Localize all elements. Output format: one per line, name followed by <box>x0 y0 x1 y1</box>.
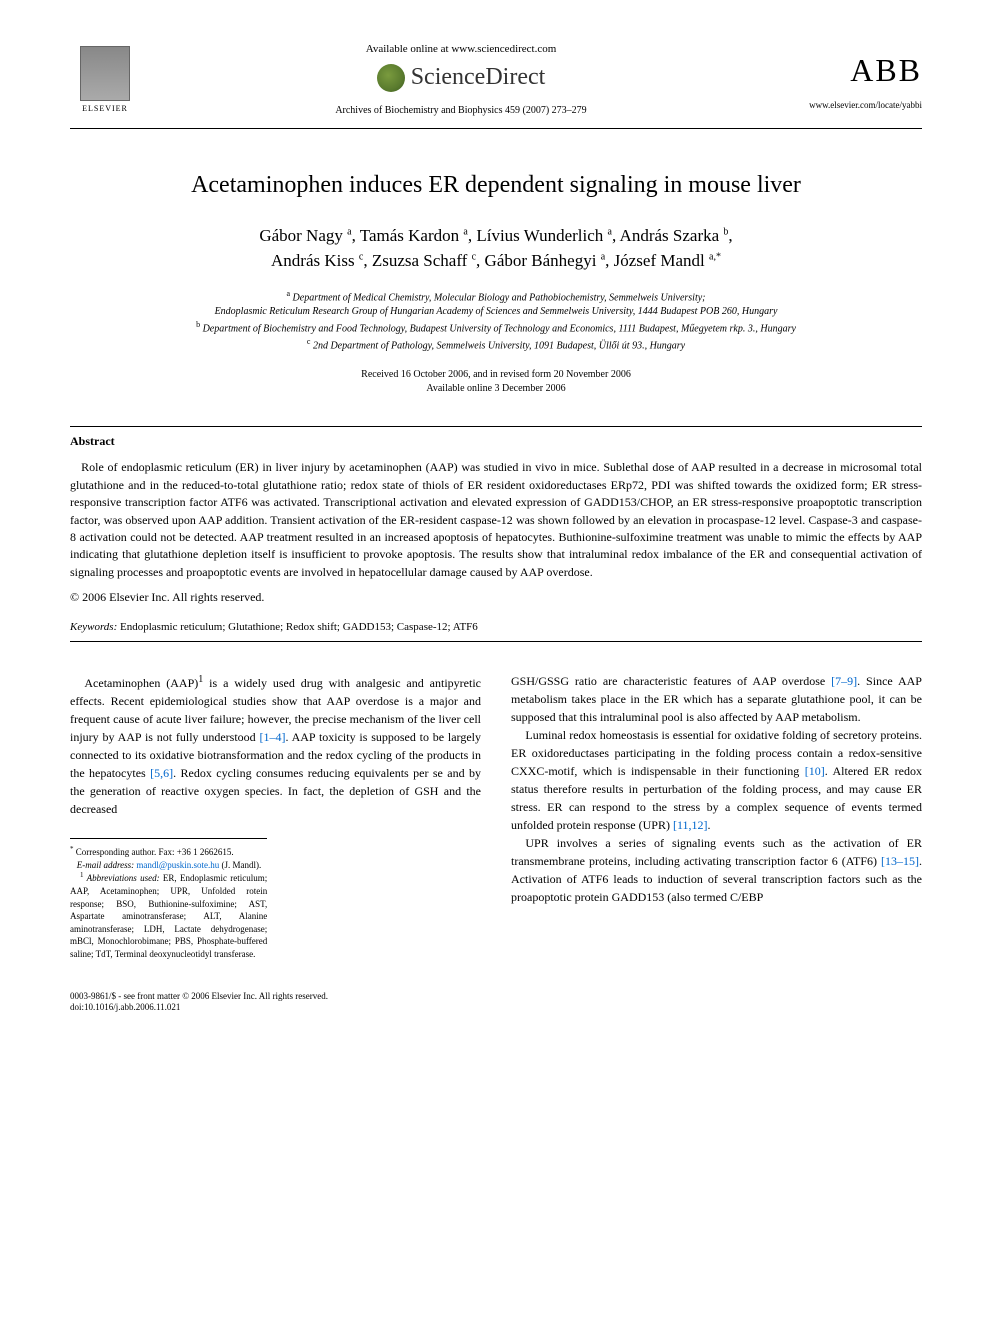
email-footnote: E-mail address: mandl@puskin.sote.hu (J.… <box>70 859 267 872</box>
sciencedirect-text: ScienceDirect <box>411 61 546 95</box>
footnotes: * Corresponding author. Fax: +36 1 26626… <box>70 838 267 960</box>
column-left: Acetaminophen (AAP)1 is a widely used dr… <box>70 672 481 960</box>
keywords-text: Endoplasmic reticulum; Glutathione; Redo… <box>120 621 478 633</box>
available-date: Available online 3 December 2006 <box>426 383 565 394</box>
abstract-body: Role of endoplasmic reticulum (ER) in li… <box>70 459 922 581</box>
elsevier-tree-icon <box>80 46 130 101</box>
copyright: © 2006 Elsevier Inc. All rights reserved… <box>70 589 922 606</box>
elsevier-logo: ELSEVIER <box>70 40 140 120</box>
citation-link[interactable]: [11,12] <box>673 818 708 832</box>
citation-link[interactable]: [5,6] <box>150 766 173 780</box>
journal-reference: Archives of Biochemistry and Biophysics … <box>140 104 782 118</box>
email-link[interactable]: mandl@puskin.sote.hu <box>136 860 219 870</box>
abstract-top-rule <box>70 426 922 427</box>
article-title: Acetaminophen induces ER dependent signa… <box>70 169 922 203</box>
article-dates: Received 16 October 2006, and in revised… <box>70 368 922 396</box>
abb-logo: ABB <box>782 48 922 93</box>
abbreviations-footnote: 1 Abbreviations used: ER, Endoplasmic re… <box>70 871 267 960</box>
sciencedirect-swirl-icon <box>377 64 405 92</box>
issn-copyright: 0003-9861/$ - see front matter © 2006 El… <box>70 991 922 1003</box>
keywords: Keywords: Endoplasmic reticulum; Glutath… <box>70 620 922 635</box>
body-paragraph: Luminal redox homeostasis is essential f… <box>511 726 922 834</box>
citation-link[interactable]: [10] <box>805 764 825 778</box>
body-paragraph: GSH/GSSG ratio are characteristic featur… <box>511 672 922 726</box>
citation-link[interactable]: [7–9] <box>831 674 857 688</box>
received-date: Received 16 October 2006, and in revised… <box>361 369 631 380</box>
sciencedirect-block: Available online at www.sciencedirect.co… <box>140 42 782 119</box>
body-paragraph: UPR involves a series of signaling event… <box>511 834 922 906</box>
citation-link[interactable]: [1–4] <box>259 730 285 744</box>
elsevier-label: ELSEVIER <box>82 103 128 114</box>
journal-logo-block: ABB www.elsevier.com/locate/yabbi <box>782 48 922 111</box>
body-paragraph: Acetaminophen (AAP)1 is a widely used dr… <box>70 672 481 818</box>
sciencedirect-logo: ScienceDirect <box>140 61 782 95</box>
author: András Kiss <box>271 251 359 270</box>
abstract-bottom-rule <box>70 641 922 642</box>
keywords-label: Keywords: <box>70 621 120 633</box>
citation-link[interactable]: [13–15] <box>881 854 919 868</box>
header-rule <box>70 128 922 129</box>
affiliations: a Department of Medical Chemistry, Molec… <box>70 288 922 354</box>
abstract-heading: Abstract <box>70 433 922 450</box>
page-header: ELSEVIER Available online at www.science… <box>70 40 922 120</box>
footer-metadata: 0003-9861/$ - see front matter © 2006 El… <box>70 991 922 1014</box>
body-columns: Acetaminophen (AAP)1 is a widely used dr… <box>70 672 922 960</box>
corresponding-author-footnote: * Corresponding author. Fax: +36 1 26626… <box>70 845 267 859</box>
journal-url: www.elsevier.com/locate/yabbi <box>782 99 922 112</box>
author: Gábor Nagy <box>259 226 347 245</box>
authors: Gábor Nagy a, Tamás Kardon a, Lívius Wun… <box>70 223 922 274</box>
doi: doi:10.1016/j.abb.2006.11.021 <box>70 1002 922 1014</box>
column-right: GSH/GSSG ratio are characteristic featur… <box>511 672 922 960</box>
available-online-text: Available online at www.sciencedirect.co… <box>140 42 782 57</box>
